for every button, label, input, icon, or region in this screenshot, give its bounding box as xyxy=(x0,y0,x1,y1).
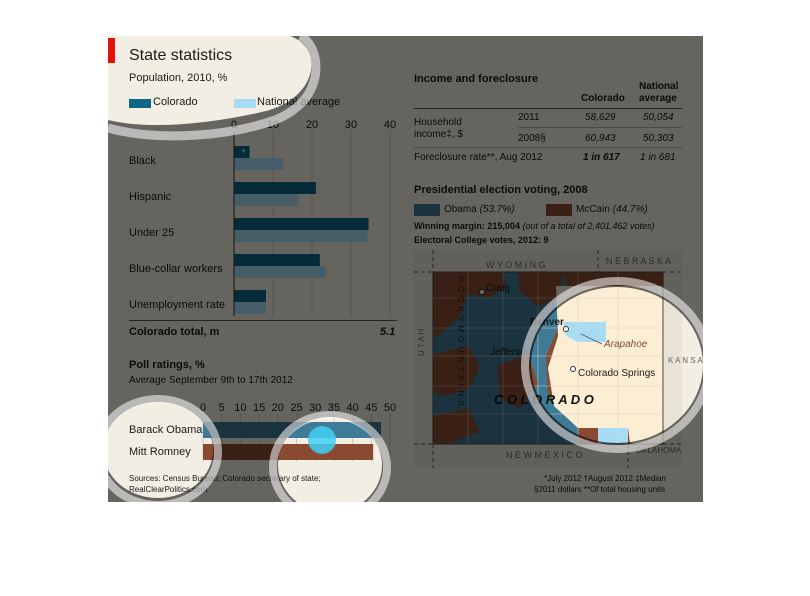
label-new-mexico: N E W M E X I C O xyxy=(506,450,583,460)
state-statistics-panel: State statistics Population, 2010, % Col… xyxy=(108,36,703,502)
label-craig: Craig xyxy=(486,283,510,294)
footnote-1: *July 2012 †August 2012 ‡Median xyxy=(544,474,666,483)
denver-marker xyxy=(563,326,569,332)
label-jefferson: Jefferson xyxy=(490,347,532,358)
obama-county-highlight-south xyxy=(598,428,628,444)
craig-marker xyxy=(479,289,485,295)
footnote-2: §2011 dollars **Of total housing units xyxy=(534,485,666,494)
label-kansas: K A N S A S xyxy=(668,356,703,365)
label-nebraska: N E B R A S K A xyxy=(606,256,672,266)
label-wyoming: W Y O M I N G xyxy=(486,260,546,270)
obama-county-south xyxy=(528,426,568,444)
label-utah: U T A H xyxy=(417,328,426,356)
label-colorado-springs: Colorado Springs xyxy=(578,368,656,379)
label-oklahoma: OKLAHOMA xyxy=(636,446,682,455)
colorado-map xyxy=(414,250,682,468)
label-colorado: C O L O R A D O xyxy=(494,392,594,407)
label-denver: Denver xyxy=(530,317,564,328)
colorado-springs-marker xyxy=(570,366,576,372)
label-arapahoe: Arapahoe xyxy=(604,339,648,350)
label-rocky-mountains: R O C K Y M O U N T A I N S xyxy=(456,276,465,407)
